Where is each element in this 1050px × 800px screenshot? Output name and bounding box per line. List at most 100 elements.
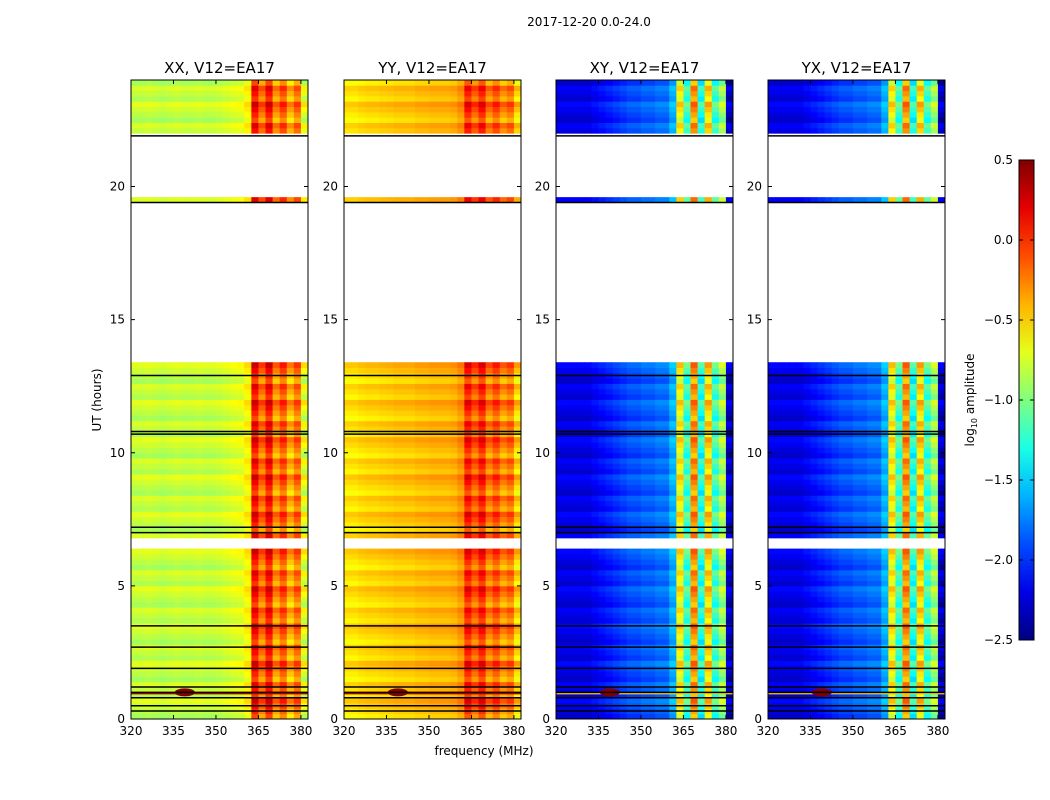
heatmap-cell — [393, 676, 402, 683]
heatmap-cell — [612, 639, 621, 645]
heatmap-cell — [506, 607, 515, 613]
heatmap-cell — [173, 420, 181, 427]
heatmap-cell — [400, 436, 409, 443]
heatmap-cell — [152, 388, 160, 395]
heatmap-cell — [131, 511, 139, 518]
heatmap-cell — [513, 596, 522, 603]
heatmap-cell — [237, 404, 245, 411]
heatmap-cell — [393, 506, 402, 512]
heatmap-cell — [513, 447, 522, 454]
heatmap-cell — [669, 506, 677, 512]
heatmap-cell — [358, 687, 366, 693]
heatmap-cell — [187, 569, 196, 576]
heatmap-cell — [428, 655, 437, 661]
x-tick-label: 335 — [162, 724, 185, 738]
heatmap-cell — [471, 687, 479, 693]
heatmap-cell — [478, 681, 486, 688]
heatmap-cell — [258, 404, 266, 411]
heatmap-cell — [145, 532, 153, 539]
heatmap-cell — [648, 628, 656, 635]
heatmap-cell — [683, 591, 691, 597]
x-tick-label: 335 — [375, 724, 398, 738]
heatmap-cell — [365, 362, 373, 368]
heatmap-cell — [443, 676, 451, 683]
heatmap-cell — [478, 601, 486, 608]
heatmap-cell — [272, 687, 281, 693]
heatmap-cell — [485, 468, 494, 475]
heatmap-cell — [293, 85, 302, 92]
heatmap-cell — [478, 585, 486, 592]
heatmap-cell — [436, 559, 444, 565]
heatmap-cell — [237, 383, 245, 390]
heatmap-cell — [633, 676, 642, 683]
heatmap-cell — [365, 420, 373, 427]
heatmap-cell — [351, 101, 359, 108]
heatmap-cell — [173, 500, 181, 507]
heatmap-cell — [215, 95, 224, 102]
heatmap-cell — [421, 506, 430, 512]
heatmap-cell — [159, 692, 167, 699]
heatmap-cell — [450, 639, 458, 645]
heatmap-cell — [676, 612, 684, 619]
heatmap-cell — [173, 90, 181, 97]
heatmap-cell — [173, 436, 181, 443]
heatmap-cell — [208, 585, 217, 592]
heatmap-cell — [279, 378, 288, 384]
heatmap-cell — [272, 394, 281, 400]
heatmap-cell — [244, 671, 252, 677]
heatmap-cell — [286, 495, 295, 502]
heatmap-cell — [421, 532, 430, 539]
heatmap-cell — [584, 495, 592, 502]
heatmap-cell — [265, 404, 273, 411]
heatmap-cell — [251, 681, 259, 688]
heatmap-cell — [499, 521, 508, 528]
heatmap-cell — [286, 490, 295, 496]
heatmap-cell — [244, 575, 252, 581]
heatmap-cell — [485, 617, 494, 624]
heatmap-cell — [676, 591, 684, 597]
heatmap-cell — [230, 564, 238, 571]
heatmap-cell — [506, 633, 515, 640]
heatmap-cell — [279, 527, 288, 534]
heatmap-cell — [407, 426, 416, 432]
heatmap-cell — [173, 671, 181, 677]
heatmap-cell — [464, 521, 472, 528]
heatmap-cell — [145, 671, 153, 677]
heatmap-cell — [428, 95, 437, 102]
heatmap-cell — [478, 655, 486, 661]
heatmap-cell — [173, 617, 181, 624]
heatmap-cell — [407, 506, 416, 512]
heatmap-cell — [131, 415, 139, 422]
heatmap-cell — [145, 564, 153, 571]
heatmap-cell — [286, 458, 295, 464]
heatmap-cell — [251, 447, 259, 454]
heatmap-cell — [223, 671, 231, 677]
heatmap-cell — [187, 436, 196, 443]
heatmap-cell — [194, 474, 203, 480]
heatmap-cell — [513, 479, 522, 486]
heatmap-cell — [464, 458, 472, 464]
heatmap-cell — [414, 687, 423, 693]
heatmap-cell — [230, 617, 238, 624]
heatmap-cell — [344, 676, 352, 683]
heatmap-cell — [485, 601, 494, 608]
heatmap-cell — [265, 585, 273, 592]
heatmap-cell — [428, 127, 437, 134]
heatmap-cell — [180, 671, 189, 677]
heatmap-cell — [393, 495, 402, 502]
heatmap-cell — [372, 687, 380, 693]
heatmap-cell — [669, 660, 677, 667]
heatmap-cell — [145, 436, 153, 443]
heatmap-cell — [400, 527, 409, 534]
heatmap-cell — [471, 442, 479, 448]
heatmap-cell — [173, 404, 181, 411]
heatmap-cell — [300, 101, 309, 108]
heatmap-cell — [230, 575, 238, 581]
heatmap-cell — [279, 479, 288, 486]
heatmap-cell — [471, 106, 479, 113]
heatmap-cell — [166, 553, 174, 560]
heatmap-cell — [598, 580, 606, 587]
heatmap-cell — [591, 697, 599, 704]
heatmap-cell — [159, 404, 167, 411]
heatmap-cell — [138, 713, 146, 720]
